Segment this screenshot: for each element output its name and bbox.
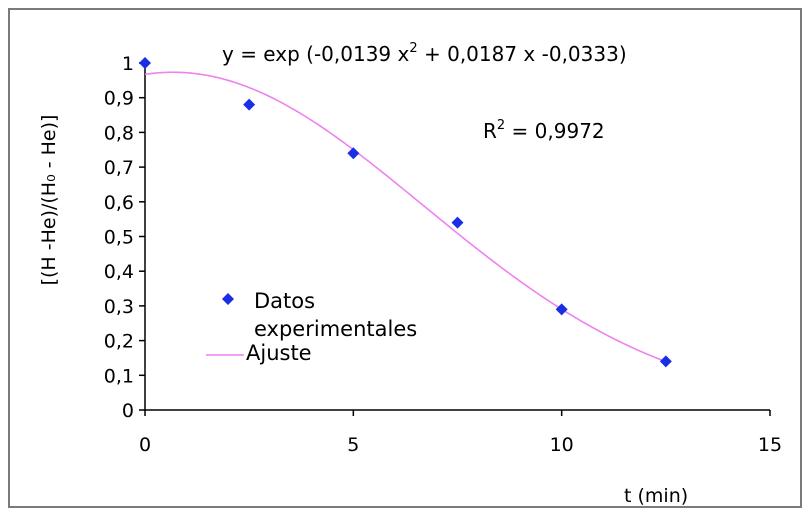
x-tick-label: 10 [550, 434, 574, 456]
legend-label-datos-line2: experimentales [254, 317, 417, 341]
y-tick-label: 0,9 [104, 88, 134, 110]
chart-frame: 0 0,1 0,2 0,3 0,4 0,5 0,6 0,7 0,8 0,9 1 0 5 10 15 y = … [8, 8, 802, 508]
y-tick-label: 0,8 [104, 122, 134, 144]
points-layer [139, 57, 672, 368]
y-tick-label: 0,3 [104, 296, 134, 318]
r-squared-label: R2 = 0,9972 [483, 118, 605, 143]
x-tick-label: 5 [347, 434, 359, 456]
legend-label-datos-line1: Datos [254, 289, 315, 313]
data-point [139, 57, 151, 69]
y-tick-label: 0 [122, 400, 134, 422]
y-tick-label: 0,6 [104, 192, 134, 214]
axes: 00,10,20,30,40,50,60,70,80,910 5 10 15 [104, 53, 782, 456]
x-tick-label: 0 [139, 434, 151, 456]
fit-curve-ajuste [144, 71, 667, 363]
data-point [347, 147, 360, 160]
data-point [659, 355, 672, 368]
x-tick-label: 15 [758, 434, 782, 456]
fit-layer [144, 71, 667, 363]
fit-equation: y = exp (-0,0139 x2 + 0,0187 x -0,0333) [222, 41, 627, 66]
y-tick-label: 0,7 [104, 157, 134, 179]
legend-marker-datos [222, 293, 234, 305]
y-tick-label: 0,4 [104, 261, 134, 283]
y-tick-label: 0,1 [104, 365, 134, 387]
data-point [451, 216, 464, 229]
y-tick-label: 1 [122, 53, 134, 75]
legend-label-ajuste: Ajuste [246, 341, 312, 365]
data-point [243, 98, 256, 111]
data-point [555, 303, 568, 316]
chart-svg: 00,10,20,30,40,50,60,70,80,910 5 10 15 y = … [38, 41, 782, 507]
y-tick-label: 0,5 [104, 227, 134, 249]
y-tick-label: 0,2 [104, 331, 134, 353]
x-axis-title: t (min) [624, 485, 688, 507]
y-axis-title: [(H -He)/(H₀ - He)] [38, 115, 60, 286]
legend: Datos experimentales Ajuste [206, 289, 417, 365]
